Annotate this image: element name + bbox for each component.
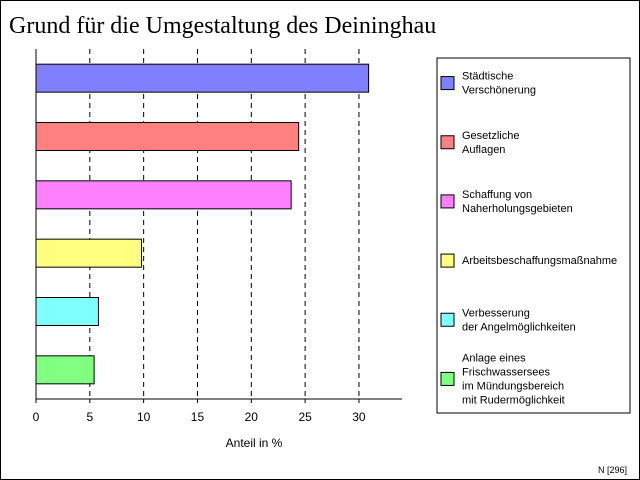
x-tick-label: 30 bbox=[352, 410, 366, 424]
x-tick-label: 15 bbox=[191, 410, 205, 424]
legend-entry: Verbesserung der Angelmöglichkeiten bbox=[462, 307, 576, 333]
legend-entry-line: Frischwassersees bbox=[462, 366, 551, 378]
legend-entry-line: Auflagen bbox=[462, 144, 505, 156]
legend-entry-line: der Angelmöglichkeiten bbox=[462, 321, 576, 333]
legend-entry-line: Arbeitsbeschaffungsmaßnahme bbox=[462, 255, 617, 267]
bar bbox=[35, 297, 99, 326]
bar bbox=[35, 180, 292, 210]
chart-title: Grund für die Umgestaltung des Deiningha… bbox=[9, 13, 437, 39]
bar bbox=[35, 122, 300, 151]
legend-box bbox=[436, 57, 631, 414]
legend-swatch bbox=[440, 253, 455, 268]
legend-swatch bbox=[440, 194, 455, 209]
legend-entry-line: Anlage eines bbox=[462, 352, 526, 364]
bar bbox=[35, 63, 370, 93]
legend-entry-line: Städtische bbox=[462, 71, 513, 83]
legend-entry: Gesetzliche Auflagen bbox=[462, 130, 519, 156]
legend-entry-line: im Mündungsbereich bbox=[462, 380, 564, 392]
x-tick-label: 25 bbox=[298, 410, 312, 424]
legend-entry-line: Gesetzliche bbox=[462, 130, 519, 142]
x-tick-label: 5 bbox=[86, 410, 93, 424]
legend-entry-line: Verschönerung bbox=[462, 85, 536, 97]
x-tick-label: 10 bbox=[137, 410, 151, 424]
legend-swatch bbox=[440, 312, 455, 327]
footnote: N [296] bbox=[598, 465, 627, 475]
x-tick-label: 20 bbox=[245, 410, 259, 424]
x-tick-label: 0 bbox=[33, 410, 40, 424]
x-axis-label: Anteil in % bbox=[226, 436, 283, 450]
legend-entry-line: Naherholungsgebieten bbox=[462, 203, 573, 215]
plot-area bbox=[36, 49, 402, 399]
legend-entry-line: Schaffung von bbox=[462, 189, 532, 201]
legend-entry: Schaffung von Naherholungsgebieten bbox=[462, 189, 573, 215]
legend-entry-line: mit Rudermöglichkeit bbox=[462, 394, 565, 406]
legend-swatch bbox=[440, 371, 455, 386]
legend-entry: Arbeitsbeschaffungsmaßnahme bbox=[462, 255, 617, 267]
legend-entry: Anlage eines Frischwassersees im Mündungsb… bbox=[462, 352, 565, 406]
legend-entry: Städtische Verschönerung bbox=[462, 71, 536, 97]
bar bbox=[35, 238, 142, 268]
legend-swatch bbox=[440, 135, 455, 150]
legend-swatch bbox=[440, 76, 455, 91]
bar bbox=[35, 355, 95, 385]
legend-entry-line: Verbesserung bbox=[462, 307, 530, 319]
